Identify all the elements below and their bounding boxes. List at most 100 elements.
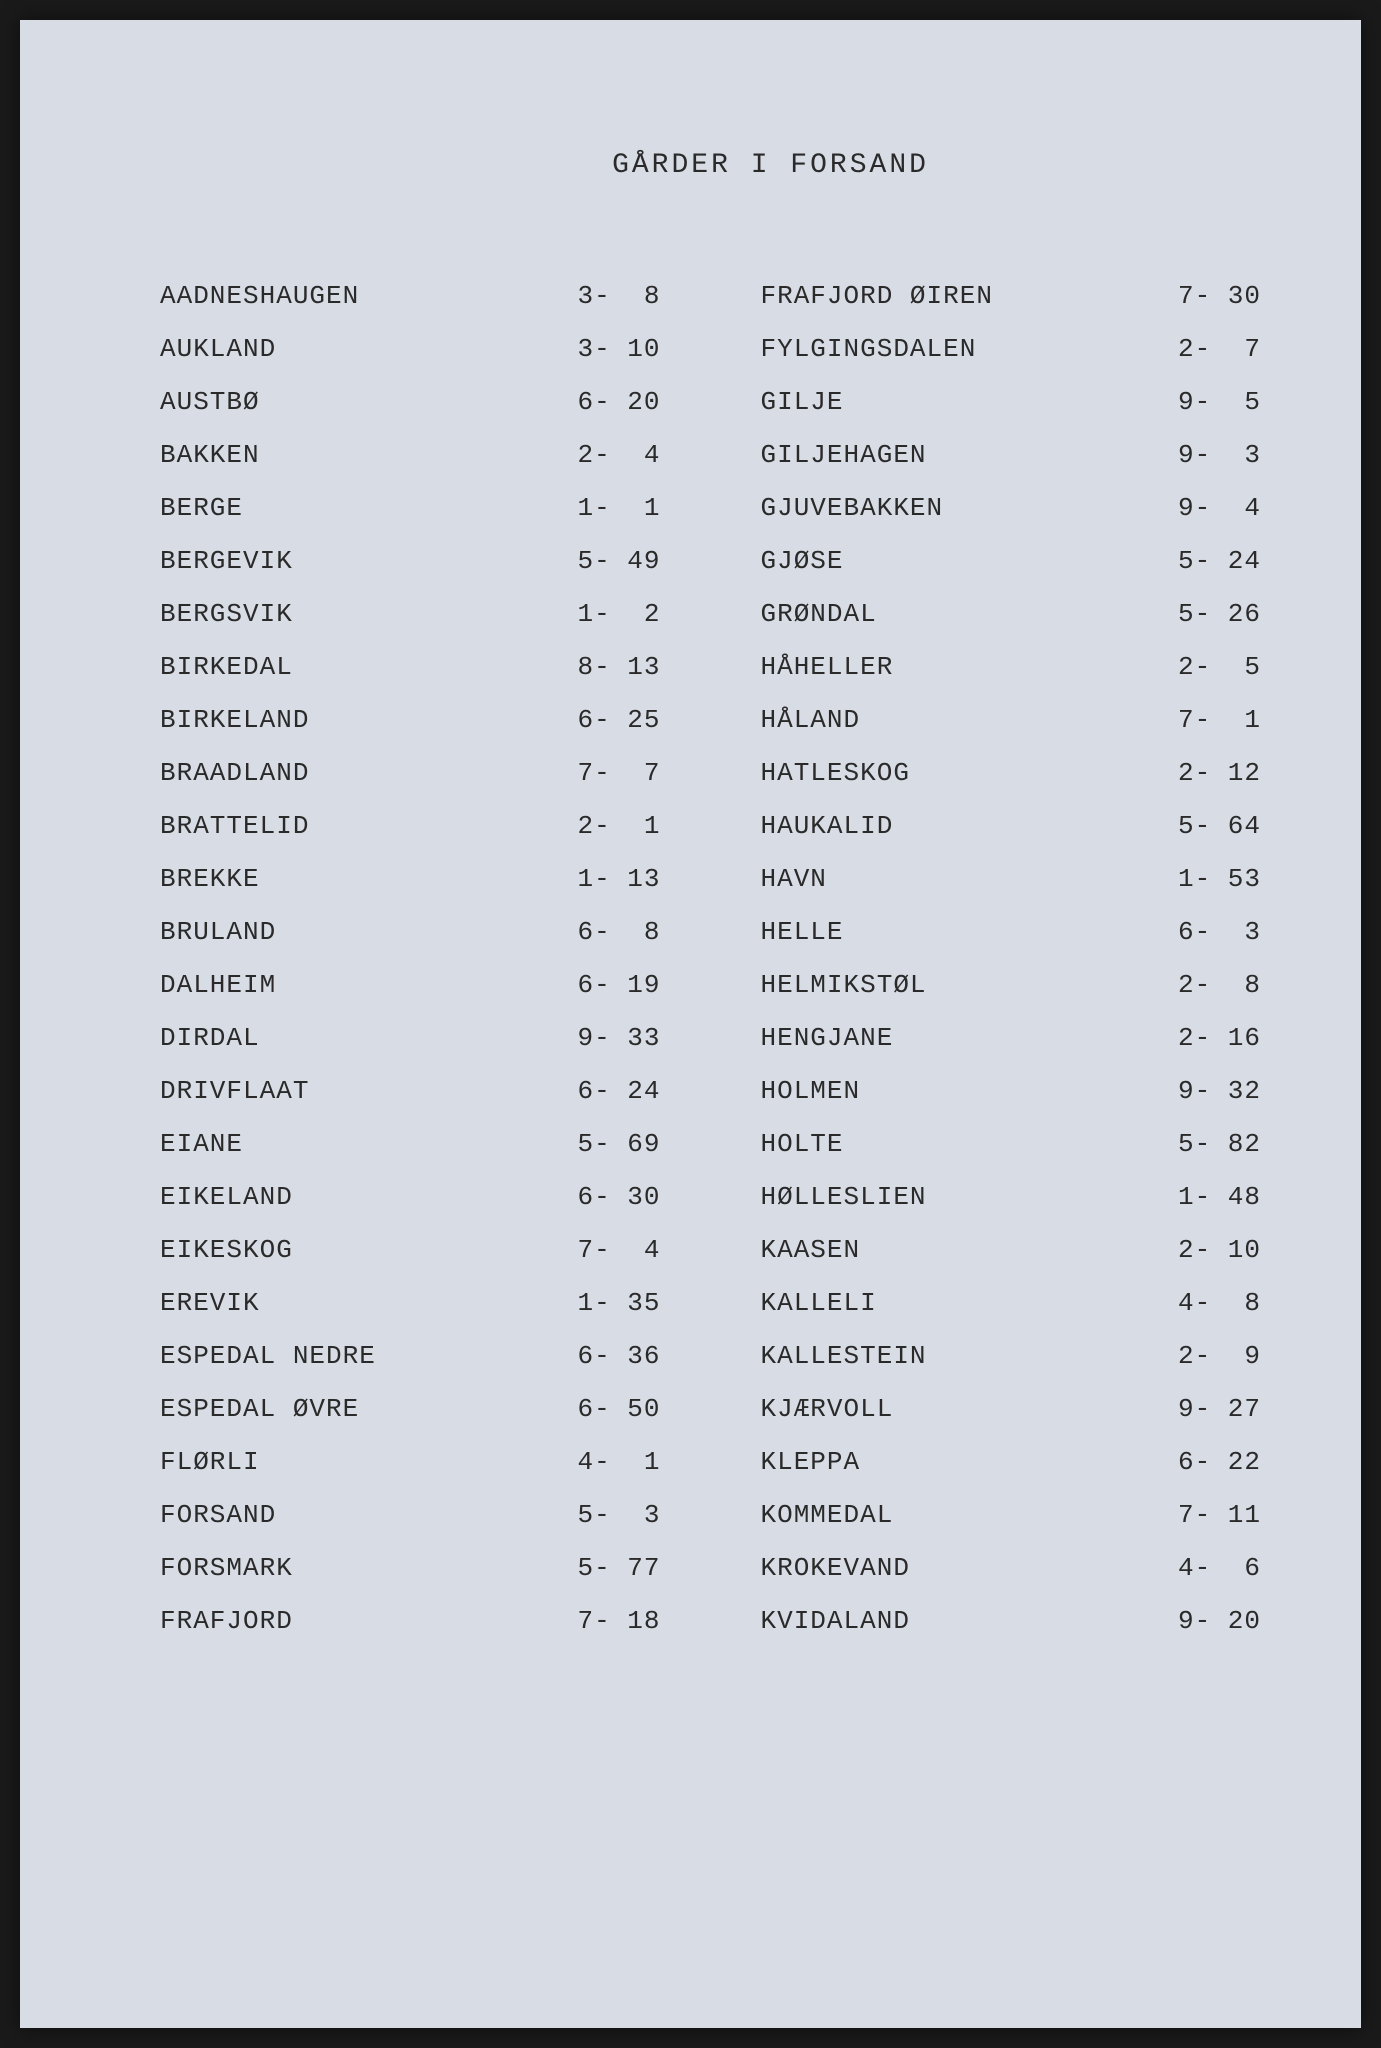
table-row: BREKKE1- 13 <box>160 864 661 894</box>
table-row: KROKEVAND4- 6 <box>761 1553 1262 1583</box>
entry-value: 9- 5 <box>1141 387 1261 417</box>
entry-name: EIKELAND <box>160 1182 541 1212</box>
entry-value: 2- 16 <box>1141 1023 1261 1053</box>
entry-name: GJØSE <box>761 546 1142 576</box>
table-row: DIRDAL9- 33 <box>160 1023 661 1053</box>
table-row: BRULAND6- 8 <box>160 917 661 947</box>
entry-value: 5- 49 <box>541 546 661 576</box>
entry-name: HÅLAND <box>761 705 1142 735</box>
entry-value: 2- 10 <box>1141 1235 1261 1265</box>
table-row: HELMIKSTØL2- 8 <box>761 970 1262 1000</box>
entry-value: 7- 30 <box>1141 281 1261 311</box>
table-row: ESPEDAL NEDRE6- 36 <box>160 1341 661 1371</box>
entry-value: 8- 13 <box>541 652 661 682</box>
table-row: KVIDALAND9- 20 <box>761 1606 1262 1636</box>
table-row: FRAFJORD ØIREN7- 30 <box>761 281 1262 311</box>
table-row: FORSMARK5- 77 <box>160 1553 661 1583</box>
entry-name: KALLESTEIN <box>761 1341 1142 1371</box>
table-row: KALLESTEIN2- 9 <box>761 1341 1262 1371</box>
table-row: HELLE6- 3 <box>761 917 1262 947</box>
entry-value: 7- 11 <box>1141 1500 1261 1530</box>
entry-name: KROKEVAND <box>761 1553 1142 1583</box>
table-row: DRIVFLAAT6- 24 <box>160 1076 661 1106</box>
table-row: DALHEIM6- 19 <box>160 970 661 1000</box>
entry-value: 5- 24 <box>1141 546 1261 576</box>
entry-value: 5- 26 <box>1141 599 1261 629</box>
entry-name: BERGSVIK <box>160 599 541 629</box>
entry-name: BRATTELID <box>160 811 541 841</box>
entry-value: 3- 8 <box>541 281 661 311</box>
entry-value: 2- 8 <box>1141 970 1261 1000</box>
entry-value: 2- 7 <box>1141 334 1261 364</box>
table-row: GJØSE5- 24 <box>761 546 1262 576</box>
entry-name: ESPEDAL NEDRE <box>160 1341 541 1371</box>
table-row: AUSTBØ6- 20 <box>160 387 661 417</box>
entry-value: 5- 3 <box>541 1500 661 1530</box>
entry-name: ESPEDAL ØVRE <box>160 1394 541 1424</box>
entry-value: 7- 1 <box>1141 705 1261 735</box>
entry-value: 7- 18 <box>541 1606 661 1636</box>
entry-name: EIANE <box>160 1129 541 1159</box>
table-row: GRØNDAL5- 26 <box>761 599 1262 629</box>
entry-name: BRAADLAND <box>160 758 541 788</box>
entry-name: KVIDALAND <box>761 1606 1142 1636</box>
entry-name: KOMMEDAL <box>761 1500 1142 1530</box>
entry-value: 6- 24 <box>541 1076 661 1106</box>
entry-name: HELLE <box>761 917 1142 947</box>
entry-value: 4- 1 <box>541 1447 661 1477</box>
document-page: GÅRDER I FORSAND AADNESHAUGEN3- 8AUKLAND… <box>20 20 1361 2028</box>
entry-value: 5- 69 <box>541 1129 661 1159</box>
table-row: EIANE5- 69 <box>160 1129 661 1159</box>
right-column: FRAFJORD ØIREN7- 30FYLGINGSDALEN2- 7GILJ… <box>761 281 1262 1659</box>
entry-value: 1- 1 <box>541 493 661 523</box>
table-row: EREVIK1- 35 <box>160 1288 661 1318</box>
table-row: EIKESKOG7- 4 <box>160 1235 661 1265</box>
entry-name: BERGE <box>160 493 541 523</box>
entry-name: KLEPPA <box>761 1447 1142 1477</box>
entry-value: 7- 4 <box>541 1235 661 1265</box>
entry-name: HAUKALID <box>761 811 1142 841</box>
entry-value: 2- 4 <box>541 440 661 470</box>
entry-name: KALLELI <box>761 1288 1142 1318</box>
entry-value: 6- 25 <box>541 705 661 735</box>
entry-name: GILJE <box>761 387 1142 417</box>
entry-name: HÅHELLER <box>761 652 1142 682</box>
entry-name: HELMIKSTØL <box>761 970 1142 1000</box>
table-row: AUKLAND3- 10 <box>160 334 661 364</box>
entry-name: BERGEVIK <box>160 546 541 576</box>
entry-value: 5- 77 <box>541 1553 661 1583</box>
table-row: AADNESHAUGEN3- 8 <box>160 281 661 311</box>
entry-name: BIRKEDAL <box>160 652 541 682</box>
entry-name: HOLTE <box>761 1129 1142 1159</box>
entry-name: KJÆRVOLL <box>761 1394 1142 1424</box>
entry-value: 6- 36 <box>541 1341 661 1371</box>
entry-name: BRULAND <box>160 917 541 947</box>
entry-name: EREVIK <box>160 1288 541 1318</box>
entry-name: HØLLESLIEN <box>761 1182 1142 1212</box>
entry-value: 9- 27 <box>1141 1394 1261 1424</box>
entry-value: 2- 12 <box>1141 758 1261 788</box>
table-row: BIRKELAND6- 25 <box>160 705 661 735</box>
entry-name: AUKLAND <box>160 334 541 364</box>
entry-value: 1- 48 <box>1141 1182 1261 1212</box>
entry-value: 2- 5 <box>1141 652 1261 682</box>
entry-name: DALHEIM <box>160 970 541 1000</box>
entry-name: AADNESHAUGEN <box>160 281 541 311</box>
table-row: KALLELI4- 8 <box>761 1288 1262 1318</box>
table-row: BAKKEN2- 4 <box>160 440 661 470</box>
entry-name: BIRKELAND <box>160 705 541 735</box>
entry-value: 6- 3 <box>1141 917 1261 947</box>
table-row: HATLESKOG2- 12 <box>761 758 1262 788</box>
entry-value: 1- 53 <box>1141 864 1261 894</box>
table-row: KAASEN2- 10 <box>761 1235 1262 1265</box>
page-title: GÅRDER I FORSAND <box>160 150 1261 181</box>
table-row: HOLTE5- 82 <box>761 1129 1262 1159</box>
table-row: BERGEVIK5- 49 <box>160 546 661 576</box>
table-row: HØLLESLIEN1- 48 <box>761 1182 1262 1212</box>
entry-value: 4- 6 <box>1141 1553 1261 1583</box>
entry-name: FRAFJORD <box>160 1606 541 1636</box>
columns-container: AADNESHAUGEN3- 8 AUKLAND3- 10 AUSTBØ6- 20 B… <box>160 281 1261 1659</box>
entry-name: DIRDAL <box>160 1023 541 1053</box>
table-row: HOLMEN9- 32 <box>761 1076 1262 1106</box>
table-row: KJÆRVOLL9- 27 <box>761 1394 1262 1424</box>
